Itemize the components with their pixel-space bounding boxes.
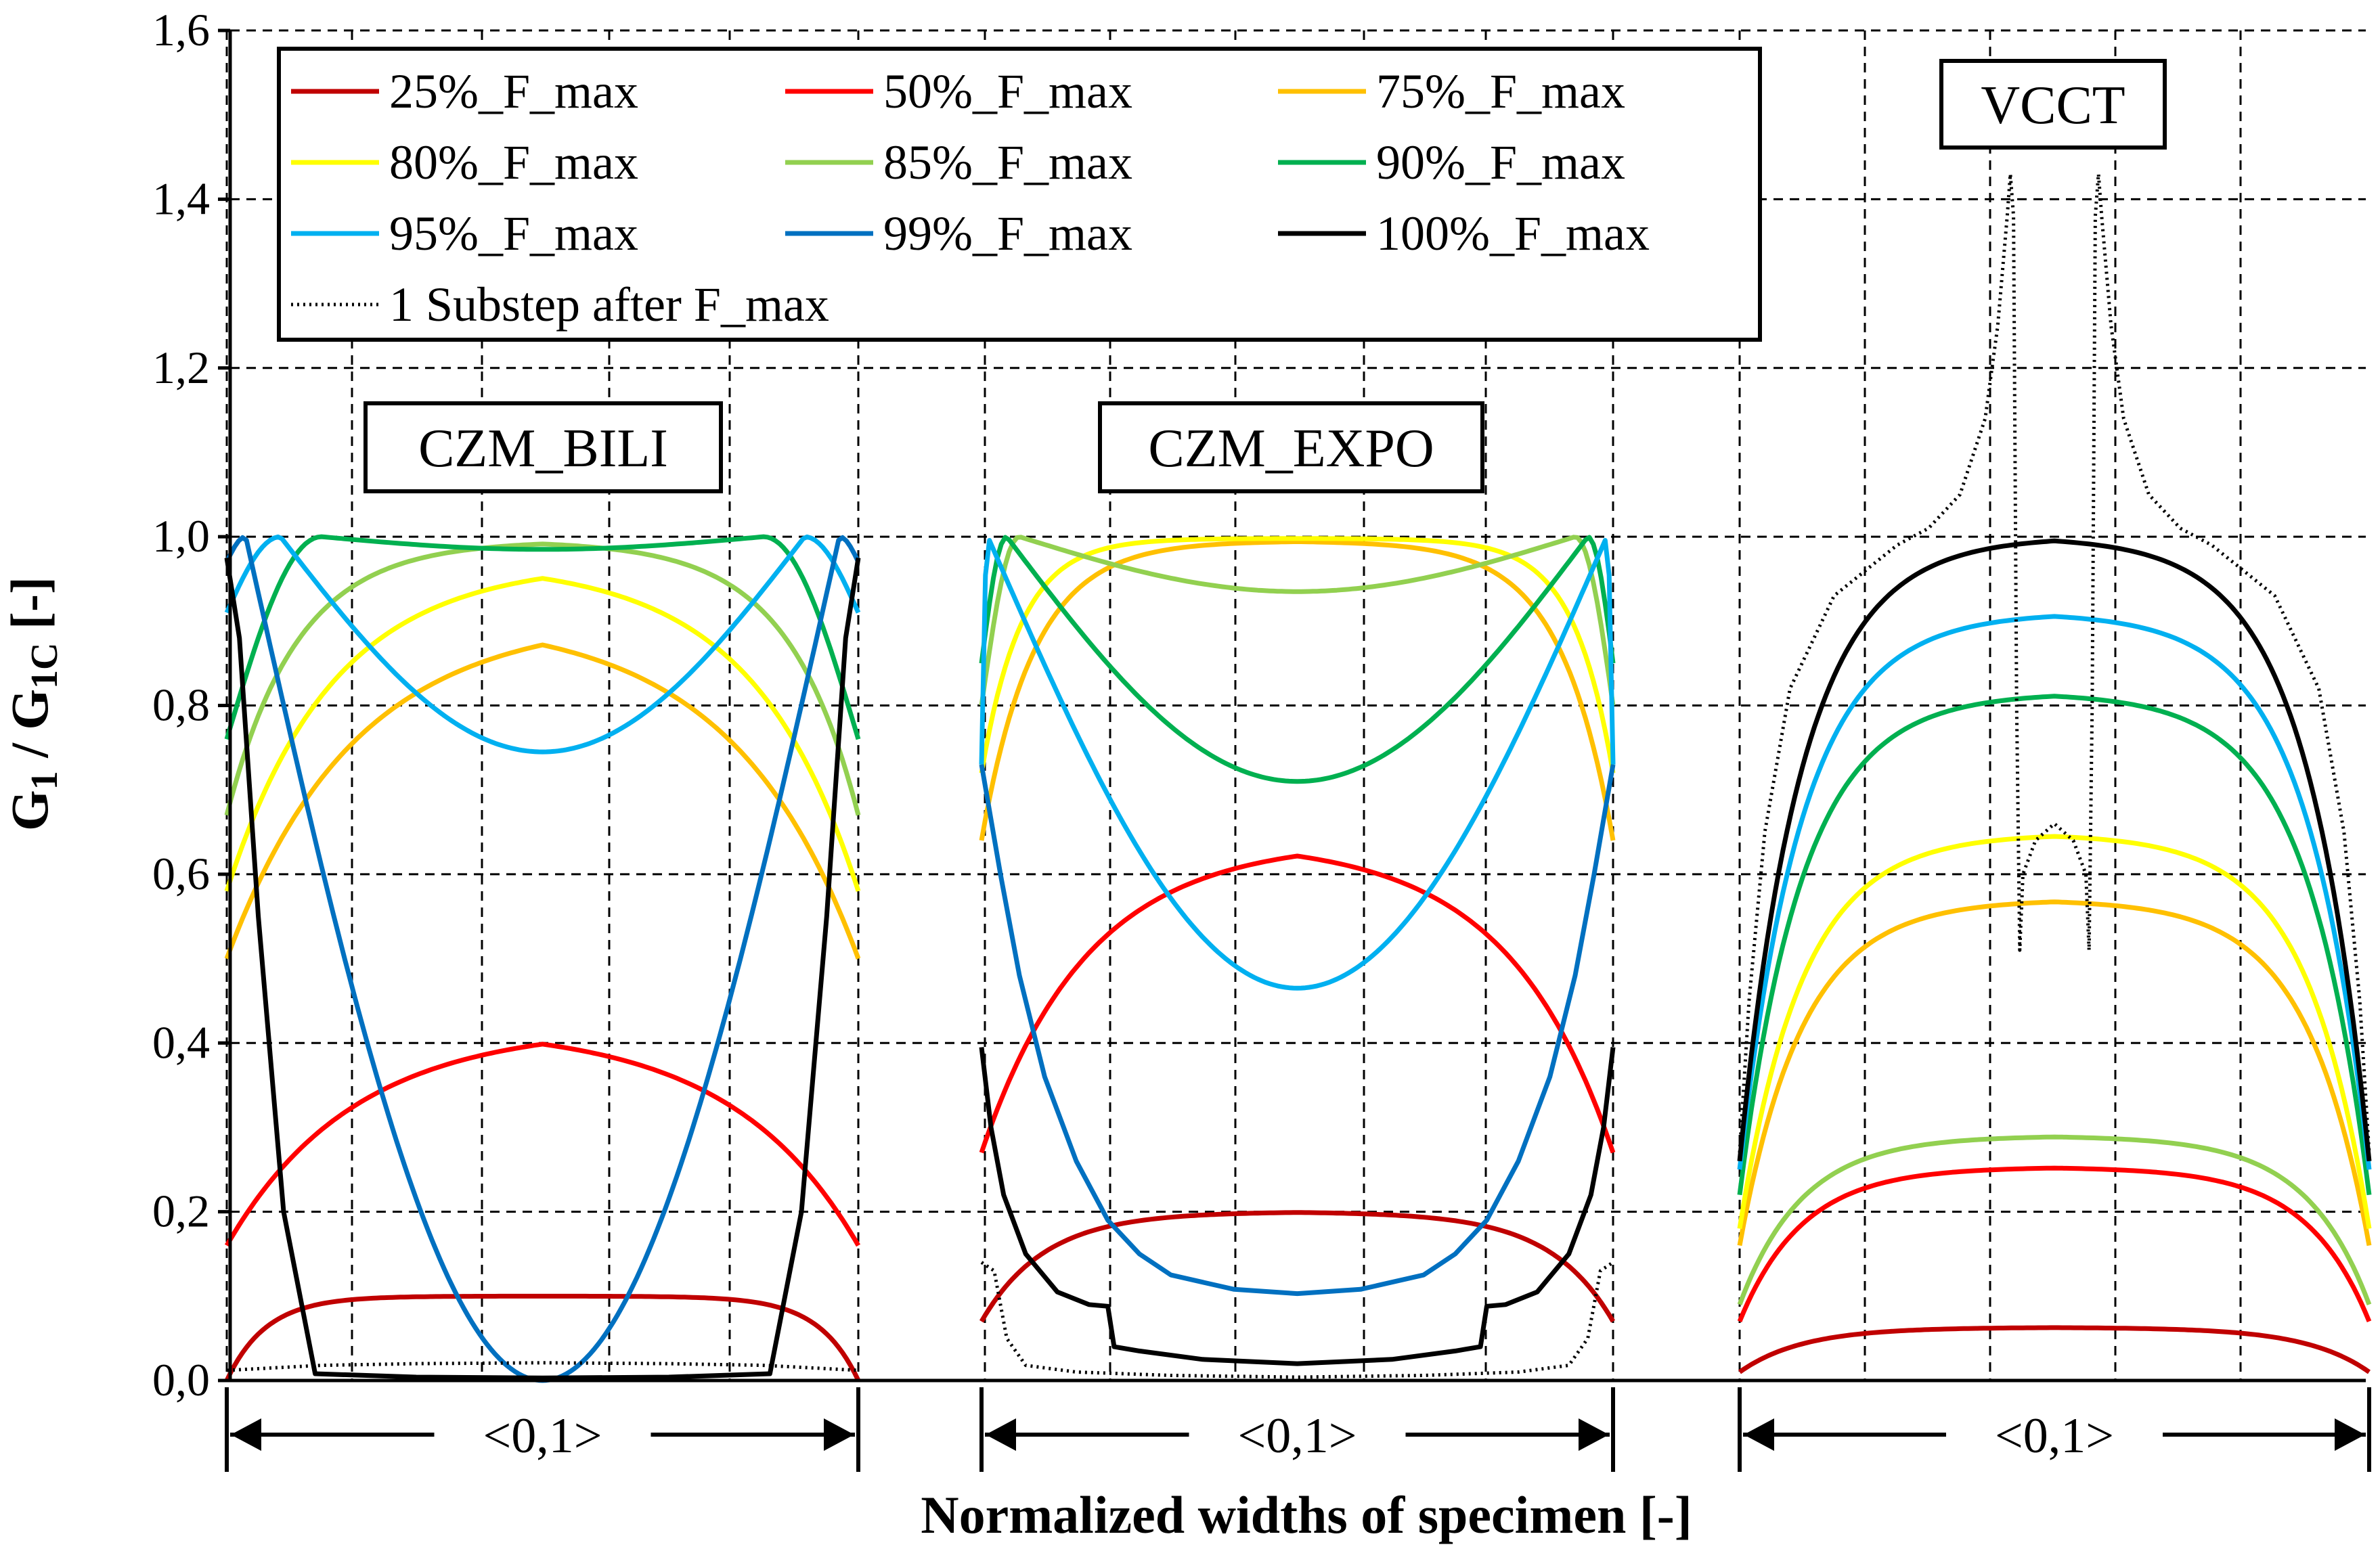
series-line-s80 [1737, 834, 2372, 1230]
legend-label-s99: 99%_F_max [883, 206, 1132, 261]
series-line-s99 [979, 764, 1616, 1297]
legend-label-sub: 1 Substep after F_max [389, 277, 829, 332]
x-range-markers: <0,1> <0,1> <0,1> [225, 1387, 2371, 1472]
series-line-s25 [1738, 1325, 2371, 1374]
y-tick-label: 0,4 [152, 1016, 210, 1068]
range-arrowhead-left [1744, 1418, 1774, 1451]
series-line-s75 [979, 539, 1616, 841]
series-line-s95 [979, 538, 1616, 991]
y-tick-label: 1,0 [152, 510, 210, 562]
series-line-s85 [979, 535, 1616, 706]
y-tick-label: 1,4 [152, 173, 210, 224]
series-line-s75 [1737, 899, 2372, 1247]
y-tick-label: 0,6 [152, 848, 210, 899]
series-line-s95 [224, 534, 861, 755]
legend-label-s85: 85%_F_max [883, 135, 1132, 189]
panel-label: CZM_EXPO [1148, 419, 1434, 478]
legend-label-s95: 95%_F_max [389, 206, 638, 261]
legend-box [277, 47, 1762, 342]
y-tick-label: 0,8 [152, 679, 210, 731]
legend-label-s75: 75%_F_max [1376, 64, 1625, 118]
y-tick-label: 0,0 [152, 1354, 210, 1406]
panel-labels: CZM_BILI CZM_EXPO VCCT [363, 59, 2167, 493]
series-line-s90 [979, 535, 1616, 784]
legend-label-s50: 50%_F_max [883, 64, 1132, 118]
panel-label: CZM_BILI [418, 419, 668, 478]
panel-label-box [1939, 59, 2167, 150]
legend-label-s80: 80%_F_max [389, 135, 638, 189]
range-arrowhead-right [1579, 1418, 1609, 1451]
range-arrowhead-left [231, 1418, 261, 1451]
series-line-sub [226, 1361, 859, 1372]
panel-label-box [1098, 401, 1484, 493]
x-range-label: <0,1> [483, 1408, 602, 1464]
series-line-s90 [1737, 694, 2372, 1196]
y-tick-label: 1,2 [152, 342, 210, 393]
panel-label: VCCT [1981, 76, 2125, 135]
series-line-s50 [979, 853, 1616, 1154]
x-range-label: <0,1> [1995, 1408, 2114, 1464]
series-line-s50 [1737, 1165, 2372, 1323]
y-tick-label: 0,2 [152, 1186, 210, 1237]
series-line-s100 [224, 557, 861, 1380]
range-arrowhead-left [986, 1418, 1016, 1451]
x-axis-title: Normalized widths of specimen [-] [921, 1485, 1692, 1544]
series-line-s85 [1737, 1134, 2372, 1306]
legend-label-s100: 100%_F_max [1376, 206, 1650, 261]
range-arrowhead-right [2335, 1418, 2365, 1451]
legend-label-s25: 25%_F_max [389, 64, 638, 118]
panel-label-box [363, 401, 723, 493]
series-line-s100 [979, 1047, 1616, 1366]
panel-czm-expo [979, 535, 1616, 1379]
axes [218, 28, 2366, 1383]
y-tick-labels: 0,0 0,2 0,4 0,6 0,8 1,0 1,2 1,4 1,6 [152, 4, 210, 1406]
series-line-s95 [1737, 614, 2372, 1170]
series-line-s75 [224, 642, 861, 960]
range-arrowhead-right [824, 1418, 854, 1451]
series-line-s100 [1737, 538, 2372, 1162]
series-line-s25 [224, 1293, 861, 1382]
series-line-s90 [224, 534, 861, 740]
series-line-s25 [979, 1210, 1616, 1323]
gridlines [225, 29, 2366, 1380]
y-axis-title: G1 / G1C [-] [0, 577, 66, 831]
x-range-label: <0,1> [1238, 1408, 1357, 1464]
y-tick-label: 1,6 [152, 4, 210, 55]
series-line-s50 [224, 1041, 861, 1247]
legend: 25%_F_max 50%_F_max 75%_F_max 80%_F_max 85%_… [277, 47, 1762, 342]
panel-vcct [1737, 172, 2372, 1374]
series-line-s80 [224, 576, 861, 892]
legend-label-s90: 90%_F_max [1376, 135, 1625, 189]
